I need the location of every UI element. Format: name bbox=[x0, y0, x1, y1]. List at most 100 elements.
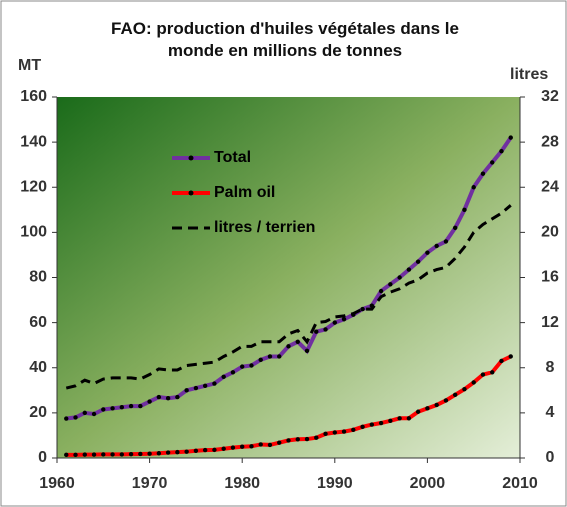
data-point bbox=[267, 354, 273, 359]
chart-title: FAO: production d'huiles végétales dans … bbox=[111, 19, 459, 60]
data-point bbox=[119, 405, 125, 410]
data-point bbox=[119, 452, 125, 457]
data-point bbox=[277, 440, 282, 445]
data-point bbox=[351, 427, 356, 432]
legend-label: Palm oil bbox=[214, 184, 275, 201]
data-point bbox=[138, 451, 143, 457]
data-point bbox=[462, 386, 467, 392]
data-point bbox=[388, 282, 393, 287]
data-point bbox=[508, 354, 513, 359]
y-tick-label: 100 bbox=[20, 224, 47, 241]
data-point bbox=[230, 445, 236, 450]
data-point bbox=[378, 288, 384, 294]
data-point bbox=[499, 148, 504, 154]
data-point bbox=[462, 207, 467, 213]
y-tick-label: 140 bbox=[20, 133, 47, 150]
data-point bbox=[323, 327, 328, 332]
data-point bbox=[221, 374, 226, 379]
data-point bbox=[286, 438, 291, 443]
y2-tick-label: 12 bbox=[541, 314, 559, 331]
data-point bbox=[443, 239, 449, 244]
y2-tick-label: 24 bbox=[541, 178, 559, 195]
data-point bbox=[397, 275, 402, 280]
data-point bbox=[452, 225, 458, 231]
x-tick-label: 2010 bbox=[502, 475, 538, 492]
y-tick-label: 160 bbox=[20, 88, 47, 105]
y2-tick-label: 32 bbox=[541, 88, 559, 105]
data-point bbox=[156, 451, 162, 456]
data-point bbox=[304, 348, 310, 354]
y2-tick-label: 28 bbox=[541, 133, 559, 150]
y-axis-label: MT bbox=[18, 57, 41, 74]
data-point bbox=[165, 450, 171, 455]
data-point bbox=[415, 259, 421, 264]
data-point bbox=[212, 381, 217, 386]
data-point bbox=[64, 452, 69, 458]
data-point bbox=[490, 370, 495, 375]
series-line bbox=[65, 204, 512, 390]
data-point bbox=[471, 380, 476, 385]
data-point bbox=[480, 372, 486, 377]
legend-label: Total bbox=[214, 149, 251, 166]
data-point bbox=[147, 399, 152, 404]
data-point bbox=[499, 358, 504, 364]
data-point bbox=[101, 452, 106, 457]
y-tick-label: 80 bbox=[29, 269, 47, 286]
y-tick-label: 20 bbox=[29, 404, 47, 421]
data-point bbox=[508, 135, 513, 140]
data-point bbox=[156, 394, 162, 400]
data-point bbox=[193, 385, 199, 391]
data-point bbox=[175, 449, 180, 455]
data-point bbox=[175, 394, 180, 400]
data-point bbox=[295, 339, 300, 345]
data-point bbox=[258, 357, 263, 363]
data-point bbox=[360, 306, 365, 312]
data-point bbox=[295, 437, 300, 442]
data-point bbox=[147, 451, 152, 456]
data-point bbox=[221, 446, 226, 451]
data-point bbox=[425, 250, 430, 255]
legend-marker bbox=[188, 155, 194, 161]
data-point bbox=[452, 392, 458, 398]
data-point bbox=[258, 442, 263, 447]
data-point bbox=[415, 409, 421, 414]
data-point bbox=[406, 416, 412, 421]
data-point bbox=[128, 451, 134, 457]
data-point bbox=[110, 452, 115, 457]
data-point bbox=[82, 452, 87, 457]
data-point bbox=[165, 396, 171, 401]
data-point bbox=[184, 449, 189, 454]
data-point bbox=[277, 354, 282, 359]
y2-tick-label: 0 bbox=[546, 449, 555, 466]
data-point bbox=[267, 442, 273, 448]
data-point bbox=[101, 407, 106, 412]
x-tick-label: 1970 bbox=[132, 475, 168, 492]
data-point bbox=[64, 416, 69, 421]
data-point bbox=[212, 447, 217, 453]
plot-area bbox=[57, 97, 520, 458]
data-point bbox=[332, 320, 337, 325]
data-point bbox=[434, 402, 439, 408]
data-point bbox=[193, 448, 199, 453]
data-point bbox=[249, 363, 254, 368]
data-point bbox=[388, 418, 393, 423]
data-point bbox=[434, 243, 439, 249]
data-point bbox=[360, 424, 365, 430]
data-point bbox=[138, 403, 143, 409]
x-tick-label: 1960 bbox=[39, 475, 75, 492]
data-point bbox=[480, 171, 486, 176]
data-point bbox=[240, 364, 245, 369]
data-point bbox=[314, 329, 319, 334]
x-tick-label: 1990 bbox=[317, 475, 353, 492]
data-point bbox=[91, 411, 97, 417]
data-point bbox=[202, 447, 208, 453]
data-point bbox=[230, 370, 236, 375]
data-point bbox=[471, 185, 476, 190]
y2-tick-label: 16 bbox=[541, 269, 559, 286]
y-tick-label: 0 bbox=[38, 449, 47, 466]
x-tick-label: 2000 bbox=[410, 475, 446, 492]
x-tick-label: 1980 bbox=[224, 475, 260, 492]
data-point bbox=[323, 431, 328, 437]
